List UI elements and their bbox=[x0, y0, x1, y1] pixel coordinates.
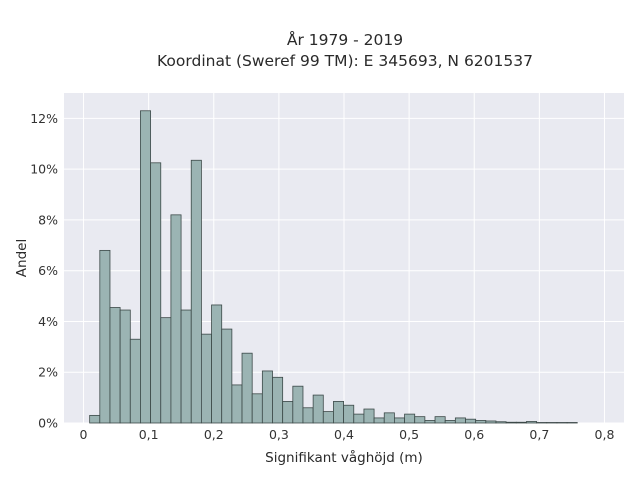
chart-title-line1: År 1979 - 2019 bbox=[287, 30, 403, 49]
histogram-bar bbox=[231, 384, 243, 424]
histogram-bar bbox=[414, 416, 426, 424]
histogram-bar bbox=[363, 408, 375, 424]
x-tick-label: 0,2 bbox=[204, 427, 224, 442]
histogram-bar bbox=[170, 214, 182, 424]
histogram-bar bbox=[292, 385, 304, 424]
histogram-bar bbox=[241, 352, 253, 424]
y-tick-label: 0% bbox=[38, 416, 58, 431]
histogram-bar bbox=[221, 328, 233, 424]
histogram-bar bbox=[566, 422, 578, 424]
histogram-bar bbox=[505, 421, 517, 424]
histogram-bar bbox=[333, 401, 345, 424]
y-tick-label: 12% bbox=[30, 111, 58, 126]
histogram-bar bbox=[150, 162, 162, 424]
histogram-bar bbox=[261, 370, 273, 424]
histogram-bar bbox=[343, 404, 355, 424]
histogram-bar bbox=[200, 333, 212, 424]
histogram-bar bbox=[353, 413, 365, 424]
histogram-bar bbox=[129, 338, 141, 424]
histogram-bar bbox=[140, 110, 152, 424]
histogram-bar bbox=[434, 416, 446, 424]
histogram-bar bbox=[404, 413, 416, 424]
y-tick-label: 6% bbox=[38, 263, 58, 278]
histogram-bar bbox=[546, 422, 558, 424]
chart-title-line2: Koordinat (Sweref 99 TM): E 345693, N 62… bbox=[157, 52, 533, 70]
histogram-bar bbox=[454, 417, 466, 424]
x-tick-label: 0,8 bbox=[595, 427, 615, 442]
x-tick-label: 0,4 bbox=[334, 427, 354, 442]
x-tick-label: 0,1 bbox=[139, 427, 159, 442]
histogram-bar bbox=[393, 417, 405, 424]
histogram-bar bbox=[160, 317, 172, 424]
histogram-bar bbox=[465, 418, 477, 424]
histogram-bar bbox=[89, 414, 101, 424]
histogram-bar bbox=[302, 407, 314, 424]
histogram-bar bbox=[119, 309, 131, 424]
histogram-bar bbox=[424, 420, 436, 424]
histogram-bar bbox=[190, 159, 202, 424]
histogram-bar bbox=[475, 420, 487, 424]
histogram-bar bbox=[211, 304, 223, 424]
x-tick-label: 0 bbox=[80, 427, 88, 442]
histogram-bar bbox=[515, 421, 527, 424]
y-axis-label: Andel bbox=[14, 239, 30, 277]
x-tick-label: 0,7 bbox=[529, 427, 549, 442]
histogram-bar bbox=[180, 309, 192, 424]
histogram-bar bbox=[251, 393, 263, 424]
histogram-bar bbox=[444, 420, 456, 424]
histogram-bar bbox=[485, 420, 497, 424]
bars bbox=[89, 110, 578, 424]
y-tick-label: 10% bbox=[30, 162, 58, 177]
x-tick-label: 0,5 bbox=[399, 427, 419, 442]
histogram-bar bbox=[282, 401, 294, 424]
y-tick-label: 8% bbox=[38, 212, 58, 227]
histogram-bar bbox=[322, 411, 334, 424]
y-tick-label: 2% bbox=[38, 365, 58, 380]
x-tick-label: 0,3 bbox=[269, 427, 289, 442]
x-axis-ticks: 0 0,1 0,2 0,3 0,4 0,5 0,6 0,7 0,8 bbox=[80, 427, 615, 442]
x-axis-label: Signifikant våghöjd (m) bbox=[265, 449, 423, 466]
histogram-bar bbox=[272, 376, 284, 424]
histogram-bar bbox=[312, 394, 324, 424]
histogram-bar bbox=[526, 421, 538, 424]
histogram-bar bbox=[99, 249, 111, 424]
y-tick-label: 4% bbox=[38, 314, 58, 329]
histogram-bar bbox=[383, 412, 395, 424]
histogram-bar bbox=[556, 422, 568, 424]
y-axis-ticks: 0% 2% 4% 6% 8% 10% 12% bbox=[30, 111, 58, 431]
histogram-bar bbox=[536, 422, 548, 424]
histogram-bar bbox=[109, 307, 121, 424]
histogram-bar bbox=[495, 421, 507, 424]
histogram-bar bbox=[373, 417, 385, 424]
x-tick-label: 0,6 bbox=[464, 427, 484, 442]
